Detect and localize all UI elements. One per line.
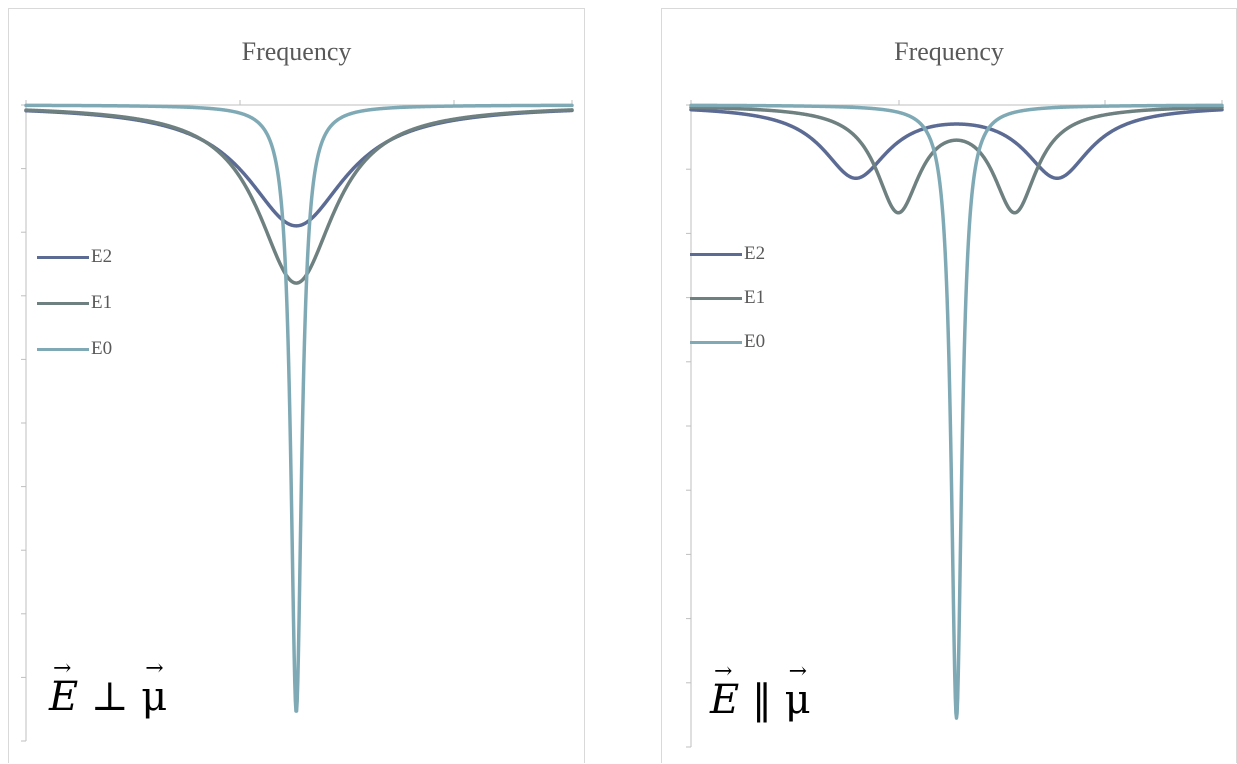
legend-label: E0 bbox=[91, 338, 113, 359]
legend-label: E1 bbox=[91, 292, 113, 313]
series-line-e1 bbox=[24, 108, 574, 285]
chart-plot-area bbox=[686, 100, 1224, 748]
legend-label: E1 bbox=[744, 287, 766, 308]
e-vector-symbol: E bbox=[49, 674, 78, 720]
legend-swatch bbox=[690, 253, 742, 256]
polarization-annotation: E ⊥ μ bbox=[49, 674, 167, 720]
legend-swatch bbox=[37, 256, 89, 259]
legend-item-e2: E2 bbox=[37, 244, 157, 290]
legend-item-e1: E1 bbox=[37, 290, 157, 336]
perpendicular-symbol: ⊥ bbox=[90, 674, 142, 720]
series-line-e2 bbox=[689, 107, 1224, 181]
chart-legend: E2 E1 E0 bbox=[690, 241, 810, 373]
chart-title: Frequency bbox=[241, 37, 352, 66]
mu-vector-symbol: μ bbox=[141, 674, 167, 720]
legend-swatch bbox=[690, 297, 742, 300]
series-line-e1 bbox=[689, 105, 1224, 215]
legend-item-e0: E0 bbox=[37, 336, 157, 382]
parallel-symbol: ‖ bbox=[751, 677, 785, 723]
series-line-e0 bbox=[24, 103, 574, 713]
legend-item-e0: E0 bbox=[690, 329, 810, 373]
chart-legend: E2 E1 E0 bbox=[37, 244, 157, 382]
e-vector-symbol: E bbox=[710, 677, 739, 723]
legend-item-e1: E1 bbox=[690, 285, 810, 329]
legend-swatch bbox=[37, 302, 89, 305]
legend-swatch bbox=[690, 341, 742, 344]
legend-item-e2: E2 bbox=[690, 241, 810, 285]
mu-vector-symbol: μ bbox=[785, 677, 811, 723]
legend-label: E0 bbox=[744, 331, 766, 352]
polarization-annotation: E ‖ μ bbox=[710, 677, 811, 723]
legend-label: E2 bbox=[744, 243, 766, 264]
chart-title: Frequency bbox=[894, 37, 1004, 66]
series-line-e0 bbox=[689, 103, 1224, 720]
chart-plot-area bbox=[21, 100, 574, 742]
series-line-e2 bbox=[24, 108, 574, 228]
legend-label: E2 bbox=[91, 246, 113, 267]
legend-swatch bbox=[37, 348, 89, 351]
chart-panel-perpendicular: Frequency E2 E1 E0 E ⊥ μ bbox=[8, 8, 585, 763]
chart-panel-parallel: Frequency E2 E1 E0 E ‖ μ bbox=[661, 8, 1237, 763]
